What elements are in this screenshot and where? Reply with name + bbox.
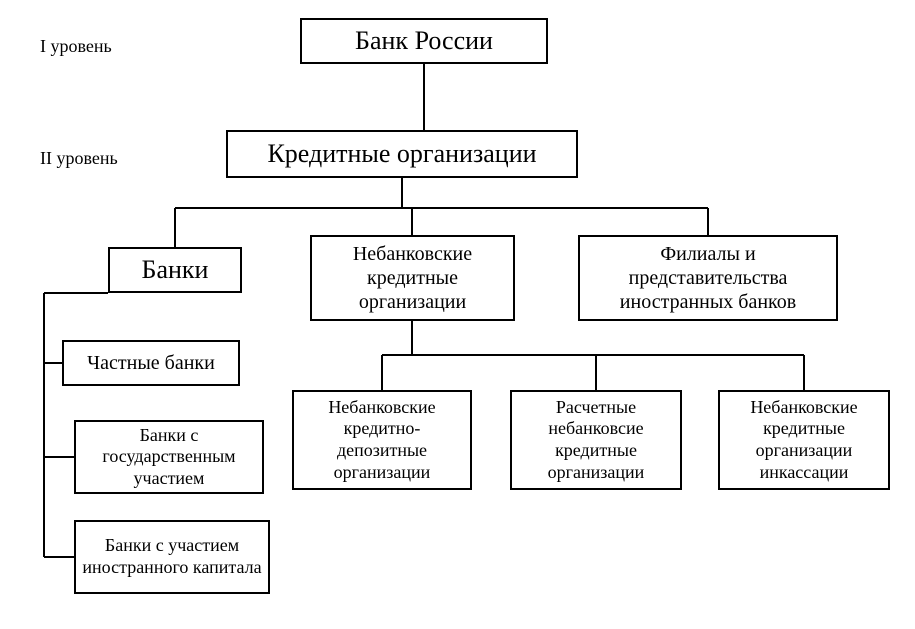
node-nb-credit-deposit: Небанковские кредитно-депозитные организ…	[292, 390, 472, 490]
node-credit-orgs-text: Кредитные организации	[267, 138, 536, 169]
node-foreign-branches: Филиалы и представительства иностранных …	[578, 235, 838, 321]
node-foreign-cap-banks-text: Банки с участием иностранного капитала	[82, 535, 262, 578]
node-private-banks: Частные банки	[62, 340, 240, 386]
node-nonbank-credit-text: Небанковские кредитные организации	[318, 242, 507, 314]
node-banks: Банки	[108, 247, 242, 293]
node-credit-orgs: Кредитные организации	[226, 130, 578, 178]
level-2-label: II уровень	[40, 148, 118, 169]
level-1-label: I уровень	[40, 36, 112, 57]
node-foreign-branches-text: Филиалы и представительства иностранных …	[586, 242, 830, 314]
node-nb-collection-text: Небанковские кредитные организации инкас…	[726, 397, 882, 483]
node-nb-settlement: Расчетные небанковсие кредитные организа…	[510, 390, 682, 490]
node-bank-russia: Банк России	[300, 18, 548, 64]
node-nb-settlement-text: Расчетные небанковсие кредитные организа…	[518, 397, 674, 483]
node-private-banks-text: Частные банки	[87, 351, 215, 375]
node-nb-collection: Небанковские кредитные организации инкас…	[718, 390, 890, 490]
level-2-text: II уровень	[40, 148, 118, 168]
node-bank-russia-text: Банк России	[355, 25, 493, 56]
node-state-banks-text: Банки с государственным участием	[82, 425, 256, 490]
node-state-banks: Банки с государственным участием	[74, 420, 264, 494]
node-nb-credit-deposit-text: Небанковские кредитно-депозитные организ…	[300, 397, 464, 483]
node-banks-text: Банки	[142, 254, 209, 285]
node-foreign-cap-banks: Банки с участием иностранного капитала	[74, 520, 270, 594]
node-nonbank-credit: Небанковские кредитные организации	[310, 235, 515, 321]
level-1-text: I уровень	[40, 36, 112, 56]
